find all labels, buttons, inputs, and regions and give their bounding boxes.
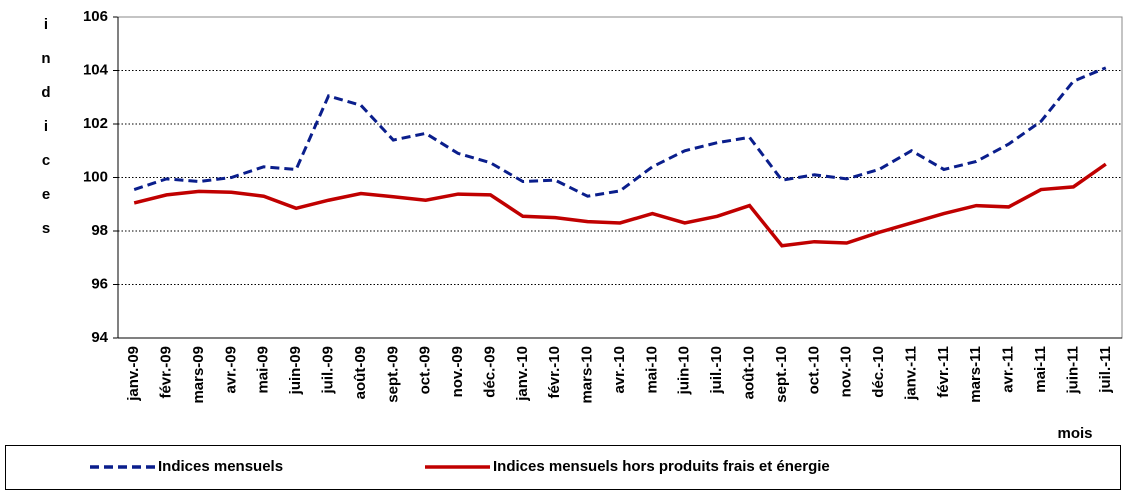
x-tick-label: févr.-11 <box>935 346 952 398</box>
x-tick-label: déc.-09 <box>481 346 498 398</box>
x-tick-label: juin-11 <box>1064 346 1081 395</box>
x-tick-label: févr.-09 <box>158 346 175 399</box>
x-tick-label: avr.-09 <box>222 346 239 394</box>
x-tick-label: janv.-11 <box>902 346 919 401</box>
y-tick-label: 104 <box>83 61 109 78</box>
x-tick-label: mars-10 <box>579 346 596 404</box>
x-tick-label: avr.-10 <box>611 346 628 394</box>
x-tick-label: juin-10 <box>676 346 693 395</box>
x-tick-label: mai-11 <box>1032 346 1049 393</box>
x-tick-label: juil.-09 <box>319 346 336 395</box>
x-tick-label: juin-09 <box>287 346 304 395</box>
x-tick-label: juil.-11 <box>1097 346 1114 394</box>
x-tick-label: oct.-10 <box>805 346 822 394</box>
y-tick-label: 94 <box>91 329 108 346</box>
x-tick-label: juil.-10 <box>708 346 725 395</box>
x-tick-label: août-09 <box>352 346 369 399</box>
y-tick-label: 98 <box>91 222 108 239</box>
x-tick-label: sept.-10 <box>773 346 790 403</box>
y-tick-label: 106 <box>83 8 108 25</box>
x-tick-label: mars-11 <box>967 346 984 403</box>
y-tick-label: 96 <box>91 275 108 292</box>
x-tick-label: oct.-09 <box>417 346 434 394</box>
x-tick-label: févr.-10 <box>546 346 563 399</box>
legend-label: Indices mensuels <box>158 458 283 475</box>
x-tick-label: mai-09 <box>255 346 272 394</box>
y-tick-label: 100 <box>83 168 108 185</box>
x-tick-label: nov.-09 <box>449 346 466 397</box>
y-tick-label: 102 <box>83 115 108 132</box>
legend-label: Indices mensuels hors produits frais et … <box>493 458 830 475</box>
x-tick-label: mars-09 <box>190 346 207 404</box>
x-tick-label: sept.-09 <box>384 346 401 403</box>
x-tick-label: déc.-10 <box>870 346 887 398</box>
x-tick-label: janv.-09 <box>125 346 142 402</box>
x-axis-label: mois <box>1057 425 1092 442</box>
series-line <box>133 66 1107 198</box>
x-tick-label: janv.-10 <box>514 346 531 402</box>
x-tick-label: avr.-11 <box>1000 346 1017 393</box>
x-tick-label: mai-10 <box>643 346 660 394</box>
legend-box <box>5 445 1121 490</box>
x-tick-label: nov.-10 <box>838 346 855 397</box>
series-line <box>133 162 1107 248</box>
x-tick-label: août-10 <box>741 346 758 399</box>
